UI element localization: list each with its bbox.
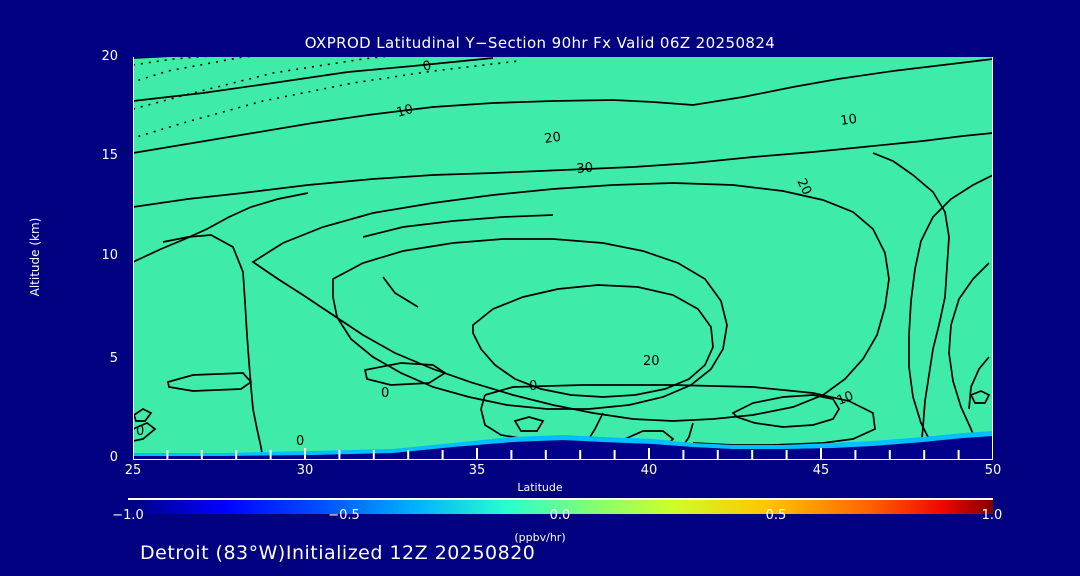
negative-contours — [133, 57, 520, 139]
contour-label-20a: 20 — [543, 130, 561, 147]
contour-label-10b: 10 — [839, 112, 857, 129]
contour-label-0e: 0 — [529, 379, 537, 394]
y-tick-10: 10 — [101, 248, 118, 263]
x-axis-label: Latitude — [517, 481, 563, 494]
colorbar-tick-zero: 0.0 — [549, 508, 571, 523]
y-tick-0: 0 — [109, 450, 118, 465]
x-tick-45: 45 — [812, 463, 830, 478]
contour-label-20c: 20 — [643, 354, 660, 369]
surface-terrain-band — [133, 431, 993, 460]
y-tick-15: 15 — [101, 148, 118, 163]
contour-label-0c: 0 — [296, 434, 304, 449]
axis-ticks — [166, 448, 960, 460]
contour-label-10c: 10 — [835, 389, 856, 409]
contour-label-0b: 0 — [381, 386, 389, 401]
x-tick-35: 35 — [468, 463, 486, 478]
contour-label-30: 30 — [576, 160, 594, 177]
contour-label-0d: 0 — [136, 424, 144, 439]
contour-label-0a: 0 — [421, 58, 433, 75]
colorbar-tick-neghalf: −0.5 — [328, 508, 360, 523]
positive-contours — [133, 57, 993, 460]
x-tick-50: 50 — [984, 463, 1002, 478]
y-tick-5: 5 — [109, 351, 118, 366]
colorbar-units-label: (ppbv/hr) — [514, 531, 566, 544]
chart-title: OXPROD Latitudinal Y−Section 90hr Fx Val… — [304, 34, 776, 52]
footer-caption: Detroit (83°W)Initialized 12Z 20250820 — [140, 542, 536, 564]
contour-label-group: 0 10 20 30 10 20 20 10 0 0 0 0 — [136, 58, 858, 449]
y-tick-20: 20 — [101, 49, 118, 64]
contour-group — [133, 57, 993, 460]
contour-label-10a: 10 — [395, 102, 415, 121]
colorbar-tick-max: 1.0 — [981, 508, 1003, 523]
colorbar[interactable] — [128, 498, 993, 514]
field-fill — [133, 57, 993, 460]
x-tick-25: 25 — [124, 463, 142, 478]
plot-area: 0 10 20 30 10 20 20 10 0 0 0 0 — [133, 57, 993, 460]
colorbar-tick-poshalf: 0.5 — [765, 508, 787, 523]
x-tick-30: 30 — [296, 463, 314, 478]
y-axis-label: Altitude (km) — [28, 217, 42, 297]
colorbar-tick-min: −1.0 — [112, 508, 144, 523]
contour-label-20b: 20 — [793, 176, 814, 197]
x-tick-40: 40 — [640, 463, 658, 478]
